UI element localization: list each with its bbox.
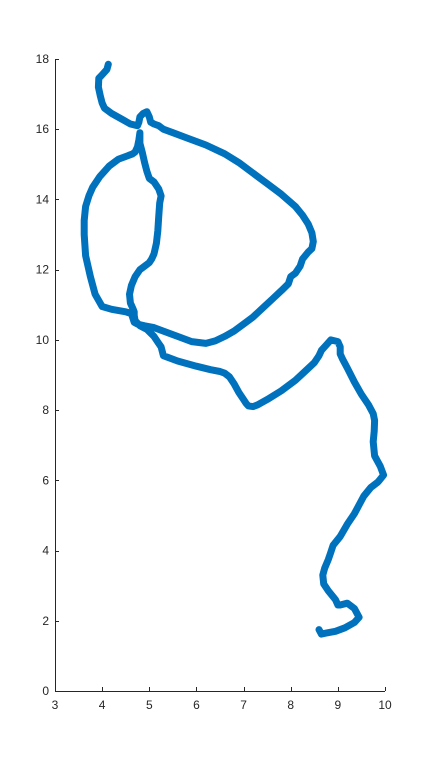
y-tick-label: 12: [36, 263, 50, 277]
x-tick-label: 6: [193, 698, 200, 712]
x-tick-label: 7: [240, 698, 247, 712]
y-tick-label: 4: [42, 544, 49, 558]
series-line: [80, 60, 388, 638]
y-tick-label: 8: [42, 403, 49, 417]
x-tick-label: 3: [52, 698, 59, 712]
x-tick-label: 8: [287, 698, 294, 712]
axes: 3 4 5 6 7 8 9 10 0 2 4 6 8 10 12 14 16 18: [36, 52, 392, 712]
y-tick-label: 10: [36, 333, 50, 347]
x-tick-label: 4: [99, 698, 106, 712]
x-tick-label: 10: [378, 698, 392, 712]
x-tick-label: 5: [146, 698, 153, 712]
x-tick-label: 9: [335, 698, 342, 712]
y-tick-label: 18: [36, 52, 50, 66]
y-tick-label: 0: [42, 684, 49, 698]
y-tick-label: 2: [42, 614, 49, 628]
y-tick-label: 6: [42, 473, 49, 487]
y-tick-label: 16: [36, 122, 50, 136]
y-tick-label: 14: [36, 192, 50, 206]
series-group: [80, 60, 388, 638]
